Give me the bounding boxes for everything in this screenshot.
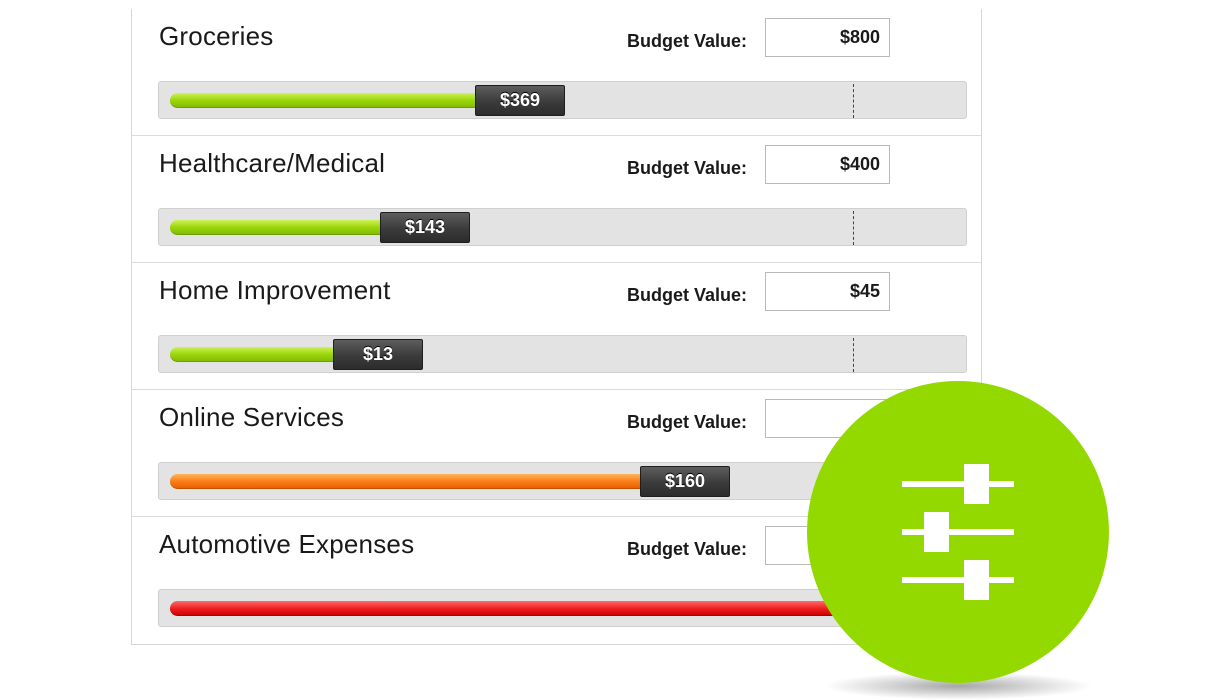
category-name: Automotive Expenses <box>159 529 415 559</box>
budget-value-input[interactable] <box>765 272 890 311</box>
spending-slider-handle[interactable]: $369 <box>475 85 565 116</box>
spending-track: $143 <box>158 208 967 246</box>
budget-value-label: Budget Value: <box>627 539 748 559</box>
category-name: Healthcare/Medical <box>159 148 386 178</box>
budget-row-groceries: Groceries Budget Value: $369 <box>132 9 981 136</box>
budget-value-label: Budget Value: <box>627 412 748 432</box>
spending-fill <box>170 474 650 489</box>
sliders-icon <box>902 464 1014 600</box>
spending-fill <box>170 601 957 616</box>
budget-row-healthcare: Healthcare/Medical Budget Value: $143 <box>132 136 981 263</box>
category-name: Home Improvement <box>159 275 391 305</box>
budget-row-home-improvement: Home Improvement Budget Value: $13 <box>132 263 981 390</box>
category-name: Groceries <box>159 21 274 51</box>
spending-fill <box>170 220 390 235</box>
settings-sliders-button[interactable] <box>807 381 1109 683</box>
budget-value-input[interactable] <box>765 18 890 57</box>
spending-slider-handle[interactable]: $13 <box>333 339 423 370</box>
spending-track: $369 <box>158 81 967 119</box>
spending-slider-handle[interactable]: $143 <box>380 212 470 243</box>
budget-value-label: Budget Value: <box>627 285 748 305</box>
budget-panel: Groceries Budget Value: $369 Healthcare/… <box>131 9 982 645</box>
category-name: Online Services <box>159 402 345 432</box>
spending-fill <box>170 93 485 108</box>
budget-marker <box>853 84 854 118</box>
budget-marker <box>853 211 854 245</box>
budget-value-label: Budget Value: <box>627 31 748 51</box>
budget-marker <box>853 338 854 372</box>
budget-value-label: Budget Value: <box>627 158 748 178</box>
spending-slider-handle[interactable]: $160 <box>640 466 730 497</box>
spending-fill <box>170 347 343 362</box>
budget-value-input[interactable] <box>765 145 890 184</box>
spending-track: $13 <box>158 335 967 373</box>
